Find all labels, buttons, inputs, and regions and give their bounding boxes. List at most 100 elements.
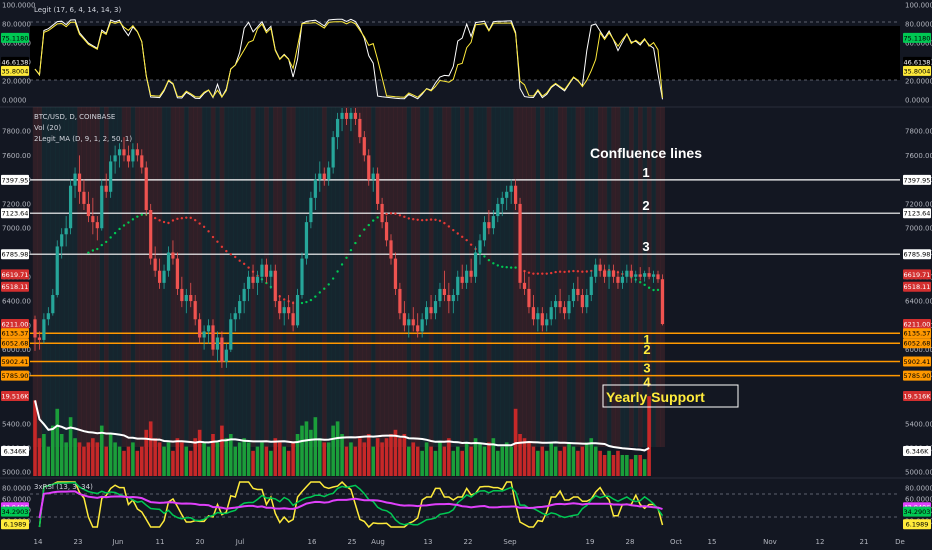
ma-dot [358, 234, 362, 238]
candle-body [460, 276, 464, 283]
price-badge-text: 6135.37 [904, 330, 931, 338]
ma-dot [113, 231, 117, 235]
price-badge-text: 6052.68 [904, 340, 931, 348]
volume-bar [473, 438, 478, 476]
candle-body [73, 173, 77, 186]
trend-zone [206, 107, 212, 447]
oscillator-badge [1, 32, 29, 43]
candle-body [465, 270, 469, 283]
candle-body [91, 216, 95, 223]
trend-zone [544, 107, 550, 447]
trend-zone [428, 107, 434, 447]
candle-body [153, 258, 157, 271]
oscillator-badge-text: 35.8004 [2, 67, 29, 75]
rsi-badge-text: 6.1989 [906, 521, 929, 529]
candle-body [77, 173, 82, 192]
left-price-axis[interactable]: 100.000080.000060.000040.000020.00000.00… [1, 2, 35, 530]
volume-bar [531, 446, 536, 476]
trend-zone [86, 107, 91, 447]
candle-body [135, 149, 139, 156]
volume-bar [429, 446, 433, 476]
candle-body [336, 118, 340, 138]
trend-zone [322, 107, 327, 447]
volume-bar [126, 446, 131, 476]
ma-dot [532, 272, 535, 275]
candle-body [660, 279, 665, 325]
ma-dot [643, 283, 646, 287]
price-badge [903, 356, 931, 367]
candle-body [611, 270, 616, 277]
time-axis-tick: 19 [586, 538, 595, 546]
ma-dot [336, 270, 339, 273]
rsi-panel[interactable]: 3xRSI (13, 3, 34) [30, 480, 900, 529]
price-badge [1, 356, 29, 367]
candle-body [162, 270, 166, 283]
volume-bar [375, 438, 380, 476]
ma-dot [109, 236, 112, 239]
volume-bar [415, 446, 420, 476]
trend-zone [201, 107, 207, 447]
volume-bar [518, 434, 522, 476]
ma-dot [238, 259, 241, 262]
price-badge-text: 6619.71 [904, 271, 931, 279]
oscillator-axis-tick: 100.0000 [905, 2, 932, 10]
ma-dot [340, 263, 344, 266]
ma-dot [87, 251, 90, 254]
ma-dot [398, 214, 402, 217]
trend-zone [68, 107, 74, 447]
ma-dot [354, 241, 357, 245]
volume-bar [482, 446, 487, 476]
candle-body [340, 112, 344, 119]
trend-zone [330, 107, 336, 447]
legit-oscillator-panel[interactable]: Legit (17, 6, 4, 14, 14, 3) [30, 6, 900, 100]
price-panel[interactable]: BTC/USD, D, COINBASE Vol (20) 2Legit_MA … [30, 107, 900, 476]
trend-zone [233, 107, 238, 447]
oscillator-title: Legit (17, 6, 4, 14, 14, 3) [34, 6, 122, 14]
yearly-support-box[interactable] [602, 384, 739, 408]
volume-bar [237, 442, 242, 476]
ma-dot [242, 262, 246, 266]
candle-body [456, 276, 460, 295]
candle-body [514, 185, 518, 204]
price-badge [903, 174, 931, 185]
trend-zone [184, 107, 189, 447]
price-badge [903, 249, 931, 260]
candle-body [545, 319, 549, 326]
candle-body [255, 276, 260, 283]
volume-bar [620, 455, 625, 476]
support-number: 4 [643, 375, 651, 390]
ma-dot [514, 266, 517, 269]
trend-zone [335, 107, 341, 447]
candle-body [349, 112, 353, 119]
support-number: 2 [643, 342, 650, 357]
time-axis[interactable]: 14 23 Jun 11 20 Jul 16 25 Aug 13 22 Sep 19 28 Oct 15 Nov… [34, 538, 905, 546]
candle-body [482, 222, 487, 241]
ma-dot [171, 219, 175, 222]
ma-dot [509, 266, 513, 269]
ma-dot [327, 283, 330, 286]
candle-body [438, 288, 442, 302]
volume-bar [438, 442, 442, 476]
trend-zone [295, 107, 301, 447]
ma-dot [554, 270, 557, 274]
volume-bar [46, 446, 51, 476]
candle-body [500, 197, 504, 204]
price-axis-tick: 7600.00 [2, 152, 31, 160]
right-price-axis[interactable]: 100.000080.000060.000040.000020.00000.00… [903, 2, 932, 530]
trend-zone [308, 107, 314, 447]
ma-dot [385, 212, 388, 216]
candle-body [69, 185, 73, 229]
time-axis-tick: 23 [74, 538, 83, 546]
candle-body [113, 155, 117, 162]
rsi-badge [1, 506, 29, 517]
candle-body [402, 313, 406, 326]
ma-dot [105, 240, 108, 244]
ma-dot [465, 238, 468, 242]
ma-dot [416, 218, 419, 221]
trend-zone [290, 107, 296, 447]
trend-zone [344, 107, 350, 447]
oscillator-axis-tick: 0.0000 [905, 97, 930, 105]
trend-zone [419, 107, 425, 447]
volume-bar [113, 442, 117, 476]
